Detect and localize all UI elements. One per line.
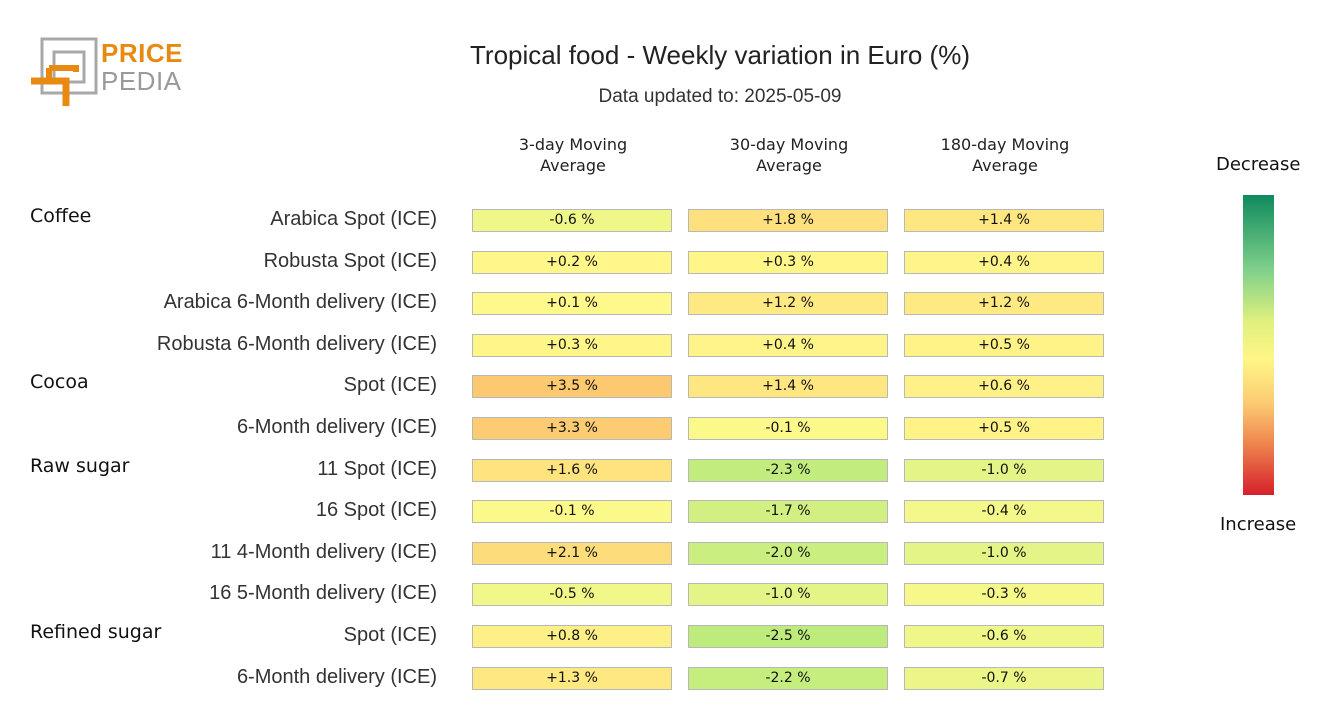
heatmap-cell: -2.0 % <box>688 541 888 565</box>
heatmap-cell: -0.1 % <box>688 417 888 440</box>
row-label: Arabica 6-Month delivery (ICE) <box>163 291 437 314</box>
row-label: 6-Month delivery (ICE) <box>236 665 437 688</box>
heatmap-cell: -2.2 % <box>688 666 888 690</box>
logo-mark-icon <box>31 37 98 106</box>
row-label: 6-Month delivery (ICE) <box>236 416 437 438</box>
heatmap-cell: +0.3 % <box>472 333 672 357</box>
legend-increase-label: Increase <box>1220 514 1297 535</box>
heatmap-cell: -1.7 % <box>688 500 888 524</box>
heatmap-cell: +0.6 % <box>904 375 1104 399</box>
heatmap-cell: -0.1 % <box>472 500 672 524</box>
heatmap-cell: -2.5 % <box>688 625 888 648</box>
heatmap-cell: +0.1 % <box>472 292 672 316</box>
heatmap-cell: -2.3 % <box>688 458 888 482</box>
column-header-line: Average <box>972 156 1038 175</box>
column-header-30day: 30-day Moving Average <box>688 134 890 176</box>
logo-word-price: PRICE <box>101 38 183 68</box>
heatmap-cell: +1.2 % <box>688 292 888 316</box>
chart-title: Tropical food - Weekly variation in Euro… <box>470 40 970 70</box>
heatmap-cell: +0.5 % <box>904 333 1104 357</box>
heatmap-cell: -0.6 % <box>904 625 1104 648</box>
row-label: 16 Spot (ICE) <box>315 499 437 522</box>
row-label: Robusta Spot (ICE) <box>263 249 437 272</box>
heatmap-cell: +1.6 % <box>472 458 672 482</box>
chart-subtitle: Data updated to: 2025-05-09 <box>598 86 842 107</box>
row-label: 11 4-Month delivery (ICE) <box>210 540 437 563</box>
heatmap-cell: +1.8 % <box>688 209 888 232</box>
row-label: Spot (ICE) <box>343 374 437 397</box>
heatmap-cell: -0.6 % <box>472 209 672 232</box>
pricepedia-logo: PRICE PEDIA <box>28 36 188 110</box>
heatmap-cell: +0.3 % <box>688 250 888 274</box>
logo-word-pedia: PEDIA <box>101 66 182 96</box>
heatmap-cell: -0.7 % <box>904 666 1104 690</box>
heatmap-cell: +3.3 % <box>472 417 672 440</box>
heatmap-cell: +0.2 % <box>472 250 672 274</box>
column-header-3day: 3-day Moving Average <box>472 134 674 176</box>
heatmap-cell: -0.4 % <box>904 500 1104 524</box>
heatmap-cell: +0.4 % <box>688 333 888 357</box>
column-header-line: Average <box>756 156 822 175</box>
row-label: Arabica Spot (ICE) <box>270 208 437 230</box>
heatmap-cell: +0.8 % <box>472 625 672 648</box>
column-header-180day: 180-day Moving Average <box>904 134 1106 176</box>
row-label: Robusta 6-Month delivery (ICE) <box>156 332 437 355</box>
heatmap-cell: +1.4 % <box>904 209 1104 232</box>
heatmap-cell: +3.5 % <box>472 375 672 399</box>
group-label-cocoa: Cocoa <box>30 371 89 393</box>
column-header-line: Average <box>540 156 606 175</box>
column-header-line: 3-day Moving <box>518 135 628 154</box>
heatmap-cell: +1.4 % <box>688 375 888 399</box>
group-label-coffee: Coffee <box>30 205 92 227</box>
row-label: Spot (ICE) <box>343 624 437 646</box>
row-label: 11 Spot (ICE) <box>317 457 437 480</box>
heatmap-cell: +0.5 % <box>904 417 1104 440</box>
color-scale-bar <box>1243 195 1274 495</box>
heatmap-cell: -0.3 % <box>904 583 1104 607</box>
heatmap-cell: -0.5 % <box>472 583 672 607</box>
heatmap-cell: +2.1 % <box>472 541 672 565</box>
heatmap-cell: +1.2 % <box>904 292 1104 316</box>
heatmap-cell: +1.3 % <box>472 666 672 690</box>
heatmap-cell: +0.4 % <box>904 250 1104 274</box>
heatmap-cell: -1.0 % <box>688 583 888 607</box>
column-header-line: 180-day Moving <box>940 135 1070 154</box>
column-header-line: 30-day Moving <box>729 135 849 154</box>
heatmap-cell: -1.0 % <box>904 541 1104 565</box>
row-label: 16 5-Month delivery (ICE) <box>209 582 437 605</box>
group-label-refined-sugar: Refined sugar <box>30 621 162 643</box>
group-label-raw-sugar: Raw sugar <box>30 455 130 477</box>
heatmap-cell: -1.0 % <box>904 458 1104 482</box>
legend-decrease-label: Decrease <box>1216 154 1301 175</box>
